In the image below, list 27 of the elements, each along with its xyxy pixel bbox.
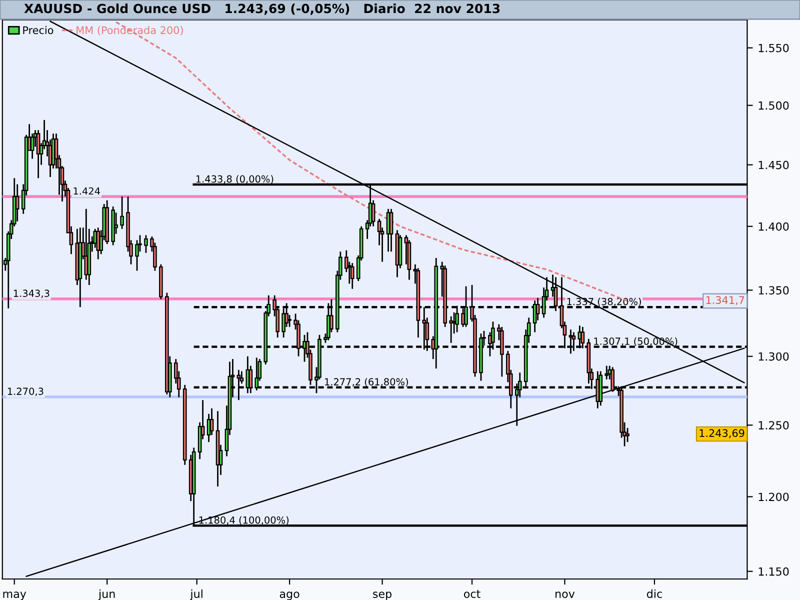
y-tick-label: 1.550: [758, 44, 789, 52]
series-label: 1.277,2 (61,80%): [325, 378, 408, 387]
y-tick-label: 1.150: [758, 567, 789, 576]
y-tick-label: 1.200: [758, 492, 789, 502]
y-tick-label: 1.400: [758, 222, 789, 231]
ref-line-label: 1.270,3: [8, 388, 44, 396]
y-tick-label: 1.350: [758, 286, 789, 295]
ref-line-label: 1.343,3: [14, 290, 50, 298]
x-tick-label: sep: [373, 592, 392, 600]
x-tick-label: may: [3, 592, 26, 600]
y-tick-label: 1.300: [758, 352, 789, 361]
series-label: 1.180,4 (100,00%): [199, 516, 289, 525]
series-label: 1.433,8 (0,00%): [196, 175, 274, 184]
x-tick-label: jun: [98, 589, 115, 600]
chart-title: XAUUSD - Gold Ounce USD 1.243,69 (-0,05%) Diario 22 nov 2013: [24, 4, 500, 15]
y-tick-label: 1.500: [758, 101, 789, 110]
legend-label: Precio: [23, 26, 54, 34]
x-tick-label: jul: [190, 589, 202, 600]
ref-line-label: 1.424: [74, 187, 100, 195]
annotation: 1.243,69: [700, 429, 744, 438]
annotation: 1.341,7: [706, 296, 744, 306]
x-tick-label: nov: [556, 592, 575, 598]
x-tick-label: dic: [646, 589, 662, 598]
y-tick-label: 1.450: [758, 160, 789, 170]
x-tick-label: oct: [464, 590, 480, 598]
x-tick-label: ago: [280, 592, 300, 600]
y-tick-label: 1.250: [758, 421, 789, 430]
